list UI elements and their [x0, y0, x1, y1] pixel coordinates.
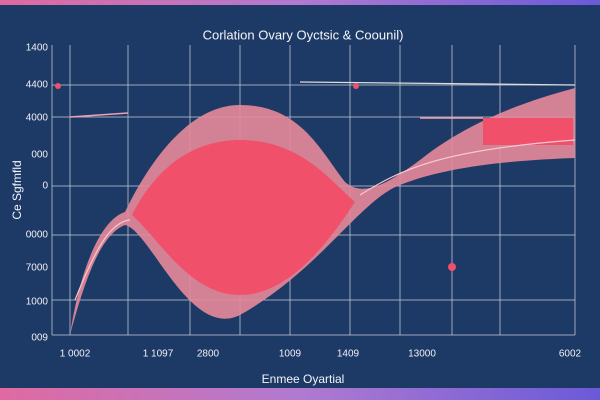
top-edge — [0, 0, 600, 5]
point — [353, 83, 359, 89]
x-tick-label: 1 0002 — [60, 349, 91, 360]
highlight-bar — [483, 118, 573, 145]
y-tick-label: 1000 — [26, 297, 49, 308]
y-tick-label: 7000 — [26, 263, 49, 274]
point — [448, 263, 456, 271]
y-axis-label: Ce Sgfmfld — [10, 160, 24, 219]
y-tick-label: 009 — [31, 333, 48, 344]
bottom-edge — [0, 388, 600, 400]
segment — [299, 81, 576, 86]
y-tick-label: 4400 — [26, 80, 49, 91]
y-tick-label: 000 — [31, 150, 48, 161]
segment — [69, 112, 129, 118]
chart-title: Corlation Ovary Oyctsic & Coounil) — [203, 27, 404, 42]
x-tick-label: 1409 — [337, 349, 360, 360]
y-tick-label: 0000 — [26, 230, 49, 241]
x-tick-label: 2800 — [197, 349, 220, 360]
x-tick-label: 6002 — [559, 349, 582, 360]
x-tick-label: 1 1097 — [143, 349, 174, 360]
y-tick-label: 0 — [42, 181, 48, 192]
inner-region — [132, 140, 355, 295]
x-axis-label: Enmee Oyartial — [262, 372, 345, 386]
y-tick-label: 4000 — [26, 113, 49, 124]
trend-line — [359, 139, 576, 196]
x-tick-label: 1009 — [279, 349, 302, 360]
x-tick-label: 13000 — [408, 349, 436, 360]
point — [55, 83, 61, 89]
y-tick-label: 1400 — [26, 43, 49, 54]
trend-line — [74, 219, 131, 301]
